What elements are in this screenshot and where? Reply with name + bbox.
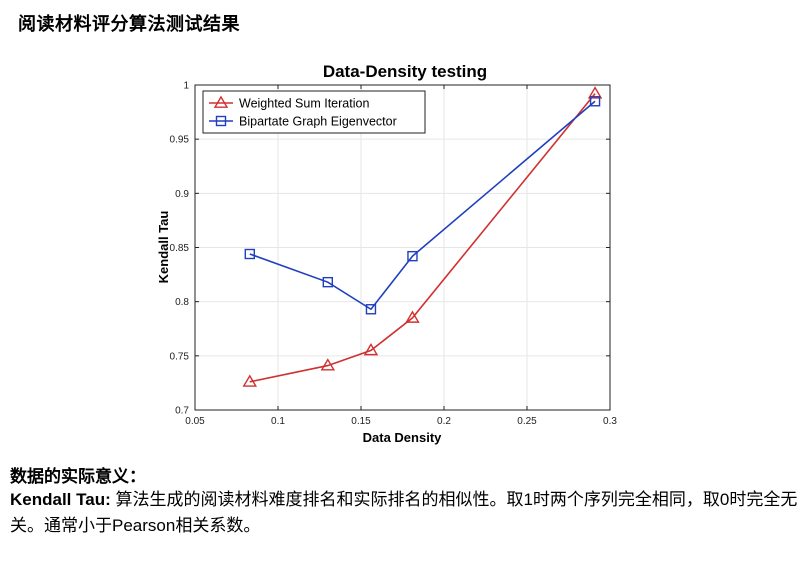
y-axis-label: Kendall Tau xyxy=(156,211,171,284)
y-tick-label: 1 xyxy=(183,81,189,92)
section-heading: 数据的实际意义： xyxy=(10,467,146,486)
y-tick-label: 0.9 xyxy=(175,189,189,200)
legend-label: Bipartate Graph Eigenvector xyxy=(239,115,397,129)
page-title: 阅读材料评分算法测试结果 xyxy=(18,14,240,34)
term-definition: 算法生成的阅读材料难度排名和实际排名的相似性。取1时两个序列完全相同，取0时完全… xyxy=(10,490,798,535)
y-tick-label: 0.8 xyxy=(175,297,189,308)
triangle-marker xyxy=(213,95,229,108)
x-tick-label: 0.1 xyxy=(271,416,285,427)
y-tick-label: 0.95 xyxy=(170,135,190,146)
series-line xyxy=(249,93,596,383)
triangle-marker xyxy=(320,358,336,371)
line-chart: Data-Density testing 0.05 0.1 0.15 0.2 0.25 0… xyxy=(156,62,618,445)
square-marker xyxy=(365,304,377,315)
square-marker xyxy=(215,115,227,127)
chart-grid xyxy=(194,84,611,411)
chart-legend: Weighted Sum Iteration Bipartate Graph Ei… xyxy=(202,90,426,134)
kendall-tau-description: Kendall Tau: 算法生成的阅读材料难度排名和实际排名的相似性。取1时两… xyxy=(10,487,800,539)
legend-label: Weighted Sum Iteration xyxy=(239,97,369,111)
chart-title: Data-Density testing xyxy=(323,62,487,81)
term-label: Kendall Tau: xyxy=(10,490,111,509)
y-tick-label: 0.75 xyxy=(170,351,190,362)
square-marker xyxy=(322,276,333,288)
square-marker xyxy=(244,248,255,260)
y-tick-label: 0.7 xyxy=(175,406,189,417)
triangle-marker xyxy=(587,86,603,99)
square-marker xyxy=(407,250,418,262)
triangle-marker xyxy=(242,374,258,387)
series-line xyxy=(249,100,596,311)
x-tick-label: 0.25 xyxy=(517,416,537,427)
square-marker xyxy=(589,96,601,107)
triangle-marker xyxy=(405,310,420,323)
y-tick-label: 0.85 xyxy=(170,243,190,254)
x-tick-label: 0.05 xyxy=(185,416,205,427)
triangle-marker xyxy=(363,343,379,356)
chart-series xyxy=(242,86,603,387)
x-axis-label: Data Density xyxy=(363,430,443,445)
legend-box xyxy=(202,90,426,134)
axis-ticks: 0.05 0.1 0.15 0.2 0.25 0.3 0.7 0.75 0.8 0.85 0.9 0.… xyxy=(170,81,618,428)
x-tick-label: 0.2 xyxy=(437,416,451,427)
x-tick-label: 0.15 xyxy=(351,416,371,427)
x-tick-label: 0.3 xyxy=(603,416,617,427)
